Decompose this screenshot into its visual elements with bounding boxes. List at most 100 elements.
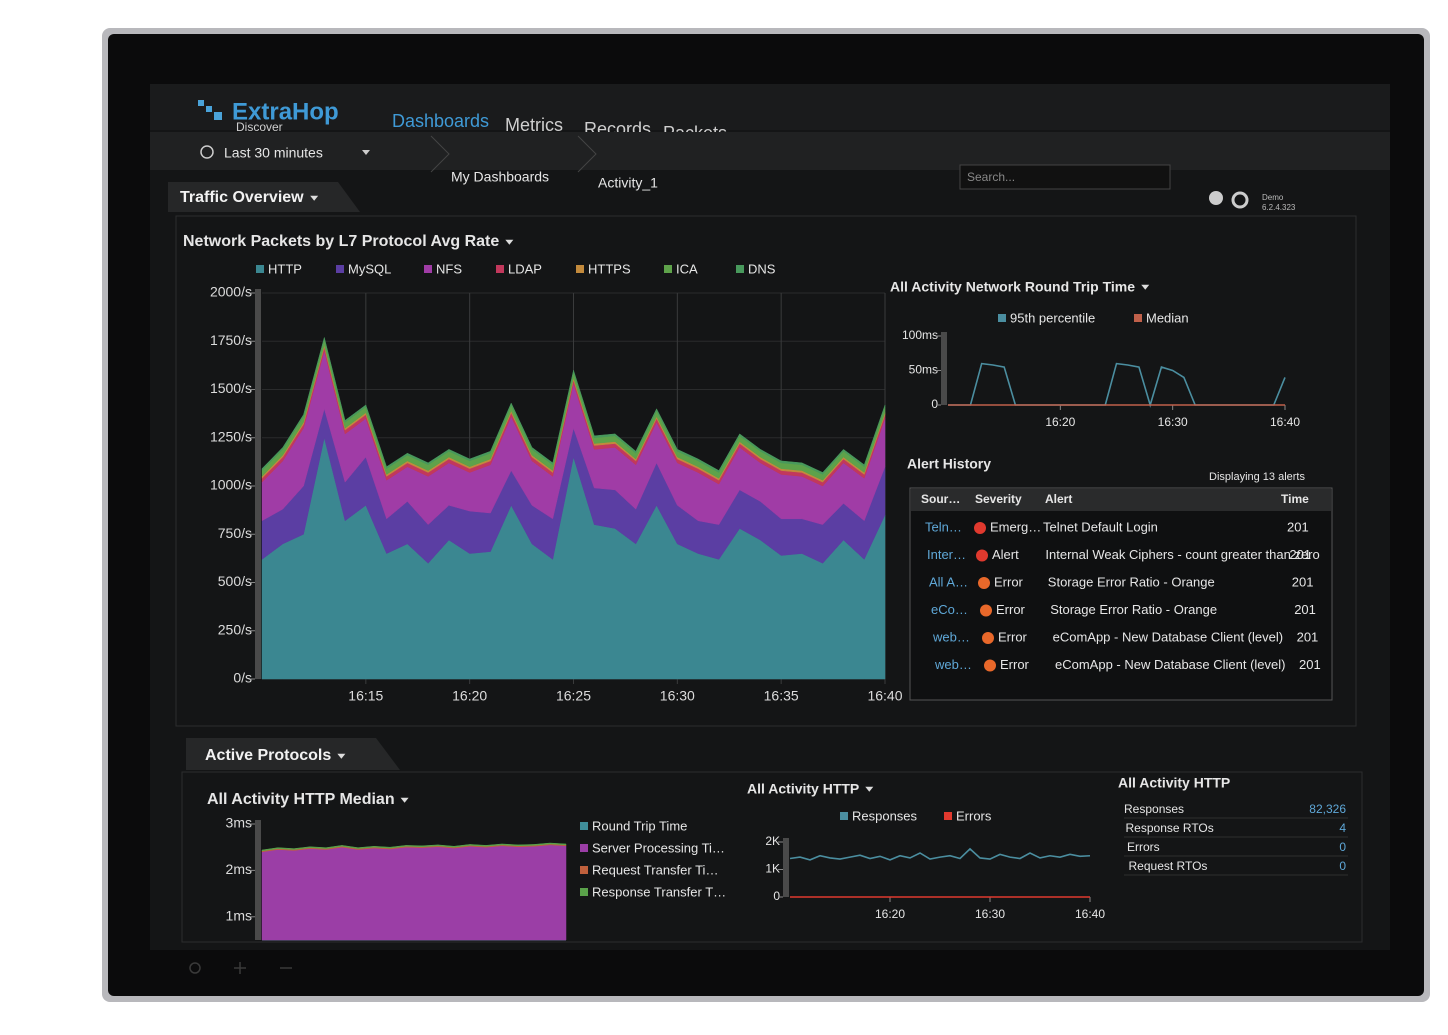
alert-source[interactable]: Teln…	[925, 519, 962, 534]
settings-icon[interactable]	[1231, 191, 1249, 209]
search-placeholder: Search...	[967, 170, 1015, 184]
alert-rows: Sour… Severity Alert Time Teln… Emerg… Telnet …	[921, 492, 1321, 672]
alert-source[interactable]: All A…	[929, 574, 968, 589]
breadcrumb[interactable]: My Dashboards	[451, 169, 549, 185]
x-tick-label: 16:30	[975, 907, 1005, 921]
logo-mark	[198, 100, 222, 120]
caret	[505, 239, 514, 245]
legend-label[interactable]: DNS	[748, 261, 776, 276]
legend-swatch	[944, 812, 952, 820]
clock-icon	[200, 145, 214, 159]
chart: Network Packets by L7 Protocol Avg Rate 0…	[183, 233, 903, 703]
alert-name: eComApp - New Database Client (level)	[1055, 657, 1285, 672]
alert-source[interactable]: web…	[934, 657, 972, 672]
legend-label[interactable]: HTTPS	[588, 261, 631, 276]
help-icon[interactable]	[1209, 191, 1223, 205]
alert-name: Storage Error Ratio - Orange	[1048, 574, 1215, 589]
alert-time: 201	[1299, 657, 1321, 672]
alert-source[interactable]: Inter…	[927, 547, 966, 562]
legend-label[interactable]: 95th percentile	[1010, 310, 1095, 325]
alert-source[interactable]: eCo…	[931, 602, 968, 617]
version-number: 6.2.4.323	[1262, 203, 1296, 212]
y-axis	[941, 332, 947, 405]
legend-label[interactable]: Median	[1146, 310, 1189, 325]
power-button[interactable]	[189, 962, 201, 974]
legend-label[interactable]: HTTP	[268, 261, 302, 276]
monitor-buttons[interactable]	[234, 962, 292, 974]
section-tab	[186, 738, 400, 770]
legend-swatch	[580, 866, 588, 874]
y-tick-label: 2000/s	[210, 284, 252, 300]
y-tick-label: 0	[931, 397, 938, 411]
caret	[310, 195, 319, 201]
breadcrumb[interactable]: Activity_1	[598, 175, 658, 191]
severity-dot	[982, 632, 994, 644]
column-header[interactable]: Severity	[975, 492, 1022, 506]
column-header[interactable]: Sour…	[921, 492, 960, 506]
y-tick-label: 1ms	[226, 908, 252, 924]
legend-label[interactable]: Response Transfer T…	[592, 884, 726, 899]
alert-name: Telnet Default Login	[1043, 519, 1158, 534]
stats-title[interactable]: All Activity HTTP	[1118, 775, 1230, 791]
chart-title[interactable]: All Activity HTTP	[747, 781, 859, 797]
y-tick-label: 2ms	[226, 861, 252, 877]
x-tick-label: 16:25	[556, 688, 591, 704]
alert-time: 201	[1294, 602, 1316, 617]
legend-swatch	[998, 314, 1006, 322]
chart-title[interactable]: Network Packets by L7 Protocol Avg Rate	[183, 233, 499, 250]
chart-title[interactable]: All Activity Network Round Trip Time	[890, 279, 1135, 295]
y-tick-label: 3ms	[226, 815, 252, 831]
legend-label[interactable]: Server Processing Ti…	[592, 840, 725, 855]
nav-item[interactable]: Dashboards	[392, 111, 489, 131]
column-header[interactable]: Alert	[1045, 492, 1072, 506]
time-range[interactable]: Last 30 minutes	[224, 145, 323, 161]
legend-label[interactable]: Errors	[956, 808, 992, 823]
legend-label[interactable]: ICA	[676, 261, 698, 276]
section-title[interactable]: Traffic Overview	[180, 189, 304, 206]
chart-title[interactable]: All Activity HTTP Median	[207, 791, 395, 808]
section-title[interactable]: Active Protocols	[205, 747, 331, 764]
legend-label[interactable]: MySQL	[348, 261, 391, 276]
legend-label[interactable]: Round Trip Time	[592, 818, 687, 833]
alert-severity: Error	[994, 574, 1024, 589]
chart: All Activity Network Round Trip Time 0 50m…	[890, 279, 1300, 429]
legend-label[interactable]: LDAP	[508, 261, 542, 276]
legend-label[interactable]: NFS	[436, 261, 462, 276]
section-tab	[168, 182, 360, 212]
legend-swatch	[1134, 314, 1142, 322]
alert-source[interactable]: web…	[932, 629, 970, 644]
legend-swatch	[580, 822, 588, 830]
alert-severity: Error	[996, 602, 1026, 617]
stat-label: Errors	[1127, 840, 1160, 854]
caret	[1141, 284, 1150, 290]
legend-swatch	[424, 265, 432, 273]
x-tick-label: 16:40	[867, 688, 902, 704]
legend-label[interactable]: Request Transfer Ti…	[592, 862, 718, 877]
column-header[interactable]: Time	[1281, 492, 1309, 506]
y-axis	[255, 289, 261, 679]
http-stats: All Activity HTTP Responses 82,326 Respons…	[1118, 775, 1348, 876]
breadcrumbs: My Dashboards Activity_1	[430, 135, 658, 191]
stat-value: 82,326	[1309, 802, 1346, 816]
caret	[400, 797, 409, 803]
legend-swatch	[580, 888, 588, 896]
legend-swatch	[576, 265, 584, 273]
y-tick-label: 1750/s	[210, 332, 252, 348]
y-tick-label: 1500/s	[210, 380, 252, 396]
x-tick-label: 16:20	[875, 907, 905, 921]
legend-swatch	[256, 265, 264, 273]
search-box[interactable]	[959, 164, 1171, 190]
legend-label[interactable]: Responses	[852, 808, 918, 823]
area-series	[261, 842, 567, 852]
caret	[865, 786, 874, 792]
alert-name: eComApp - New Database Client (level)	[1053, 629, 1283, 644]
alert-severity: Alert	[992, 547, 1019, 562]
alert-severity: Error	[1000, 657, 1030, 672]
y-tick-label: 0/s	[233, 670, 252, 686]
nav-item[interactable]: Metrics	[505, 115, 563, 135]
severity-dot	[974, 522, 986, 534]
section-panel	[175, 215, 1357, 727]
y-tick-label: 2K	[765, 834, 780, 848]
alert-title[interactable]: Alert History	[907, 456, 991, 472]
